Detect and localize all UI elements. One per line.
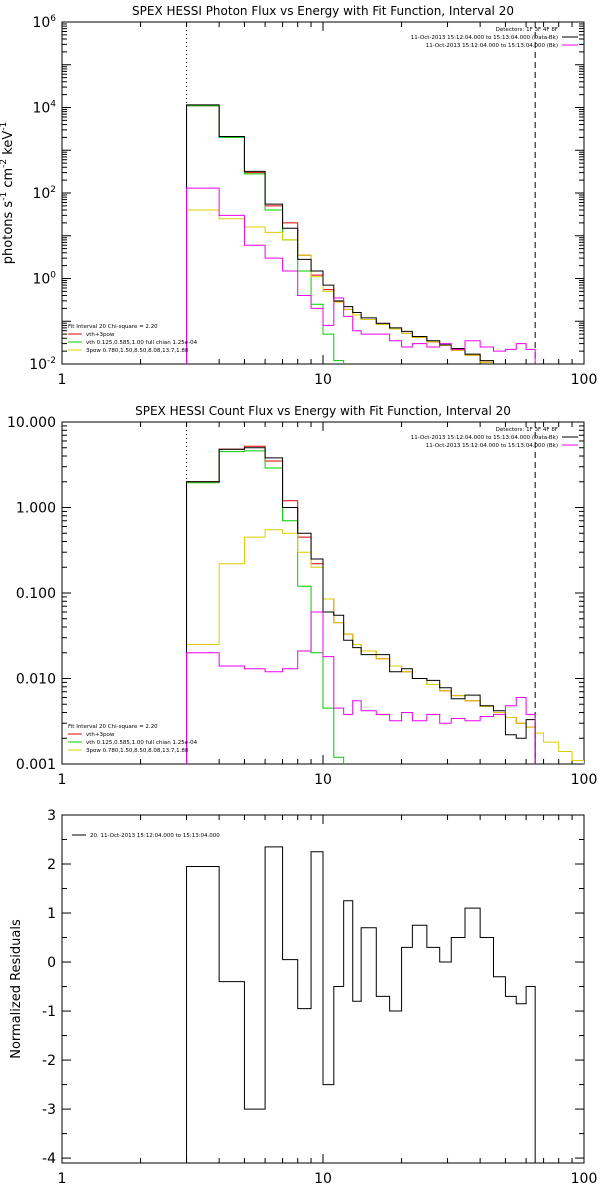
series-line-vth bbox=[186, 450, 345, 764]
plot-title: SPEX HESSI Count Flux vs Energy with Fit… bbox=[135, 404, 511, 418]
plot-panel-3: 1 10 100 -4 -3 -2 -1 0 1 2 3 Normalized Residuals 20… bbox=[9, 808, 597, 1187]
y-axis-label-part: photons s bbox=[1, 201, 16, 265]
series-line-3pow bbox=[186, 529, 584, 764]
y-tick-label: 3 bbox=[47, 808, 56, 824]
y-tick-base: 10 bbox=[32, 101, 50, 117]
y-tick-exponent: 2 bbox=[50, 185, 56, 195]
legend-entry-label: vth 0.125,0.585,1.00 full chian 1.25e-04 bbox=[86, 740, 198, 746]
y-tick-base: 10 bbox=[32, 186, 50, 202]
legend-entry-label: 3pow 0.780,1.50,8.50,8.08,13.7,1.88 bbox=[86, 748, 189, 754]
y-tick-label: 0.100 bbox=[16, 586, 56, 602]
y-tick-label: 10.000 bbox=[7, 415, 56, 431]
legend-detectors: Detectors: 1F 3F 4F 8F bbox=[496, 27, 558, 33]
series-line-data-bk bbox=[186, 447, 536, 764]
y-tick-label: 2 bbox=[47, 857, 56, 873]
y-tick-label: -3 bbox=[42, 1102, 56, 1118]
y-axis-label-part: cm bbox=[1, 168, 16, 192]
x-tick-label: 1 bbox=[58, 1171, 67, 1187]
series-line-3pow bbox=[186, 209, 494, 364]
y-tick-base: 10 bbox=[32, 272, 50, 288]
y-tick-label: -2 bbox=[42, 1053, 56, 1069]
y-tick-base: 10 bbox=[32, 15, 50, 31]
y-axis-label-part: keV bbox=[1, 131, 16, 159]
series-line-bk bbox=[186, 611, 536, 764]
y-tick-exponent: 6 bbox=[50, 14, 56, 24]
x-tick-label: 100 bbox=[571, 772, 598, 788]
legend-entry-label: 20. 11-Oct-2013 15:12:04.000 to 15:13:04… bbox=[90, 833, 220, 839]
y-tick-label: 0 bbox=[47, 955, 56, 971]
series-group bbox=[186, 445, 584, 764]
legend-detectors: Detectors: 1F 3F 4F 8F bbox=[496, 427, 558, 433]
x-tick-label: 100 bbox=[571, 1171, 598, 1187]
y-tick-label: 104 bbox=[32, 100, 56, 117]
legend-fit-info: Fit Interval 20 Chi-square = 2.20 bbox=[68, 324, 158, 330]
legend-entry-label: 3pow 0.780,1.50,8.50,8.08,13.7,1.88 bbox=[86, 348, 189, 354]
series-group bbox=[186, 846, 536, 1163]
y-tick-exponent: 4 bbox=[50, 100, 56, 110]
series-line-vth bbox=[186, 105, 345, 364]
y-tick-label: 1 bbox=[47, 906, 56, 922]
y-axis-label: photons s-1 cm-2 keV-1 bbox=[0, 122, 16, 264]
x-tick-label: 100 bbox=[571, 372, 598, 388]
series-line-data-bk bbox=[186, 104, 494, 364]
y-tick-label: 0.001 bbox=[16, 757, 56, 773]
y-axis-label-exponent: -2 bbox=[0, 159, 9, 168]
y-axis-label: Normalized Residuals bbox=[9, 919, 24, 1059]
y-tick-label: 102 bbox=[32, 185, 56, 202]
x-tick-label: 10 bbox=[314, 772, 332, 788]
legend-fit-info: Fit Interval 20 Chi-square = 2.20 bbox=[68, 724, 158, 730]
y-tick-label: 100 bbox=[32, 271, 56, 288]
y-tick-exponent: -2 bbox=[47, 356, 56, 366]
legend-entry-label: vth 0.125,0.585,1.00 full chian 1.25e-04 bbox=[86, 340, 198, 346]
y-axis-label-exponent: -1 bbox=[0, 192, 9, 201]
series-line-vth-3pow bbox=[186, 105, 494, 364]
legend-entry-label: 11-Oct-2013 15:12:04.000 to 15:13:04.000… bbox=[426, 443, 558, 449]
legend-entry-label: vth+3pow bbox=[86, 732, 115, 738]
y-tick-label: 1.000 bbox=[16, 501, 56, 517]
y-tick-label: -1 bbox=[42, 1004, 56, 1020]
x-tick-label: 1 bbox=[58, 372, 67, 388]
y-tick-base: 10 bbox=[29, 357, 47, 373]
series-line-20-11-oct-2013-15-12-04-000-to-15-13-04-000 bbox=[186, 846, 536, 1163]
x-tick-label: 1 bbox=[58, 772, 67, 788]
plot-panel-1: SPEX HESSI Photon Flux vs Energy with Fi… bbox=[0, 4, 598, 388]
legend-entry-label: 11-Oct-2013 15:12:04.000 to 15:13:04.000… bbox=[426, 43, 558, 49]
y-axis-label-exponent: -1 bbox=[0, 122, 9, 131]
x-tick-label: 10 bbox=[314, 1171, 332, 1187]
x-tick-label: 10 bbox=[314, 372, 332, 388]
y-tick-label: 106 bbox=[32, 14, 56, 31]
legend-entry-label: 11-Oct-2013 15:12:04.000 to 15:13:04.000… bbox=[411, 435, 558, 441]
y-tick-label: 10-2 bbox=[29, 356, 56, 373]
legend-entry-label: 11-Oct-2013 15:12:04.000 to 15:13:04.000… bbox=[411, 35, 558, 41]
y-tick-label: 0.010 bbox=[16, 672, 56, 688]
plot-title: SPEX HESSI Photon Flux vs Energy with Fi… bbox=[132, 4, 514, 18]
y-tick-label: -4 bbox=[42, 1151, 56, 1167]
legend-entry-label: vth+3pow bbox=[86, 332, 115, 338]
series-group bbox=[186, 104, 536, 364]
y-tick-exponent: 0 bbox=[50, 271, 56, 281]
series-line-bk bbox=[186, 187, 536, 364]
series-line-vth-3pow bbox=[186, 445, 536, 764]
plot-panel-2: SPEX HESSI Count Flux vs Energy with Fit… bbox=[7, 404, 598, 788]
